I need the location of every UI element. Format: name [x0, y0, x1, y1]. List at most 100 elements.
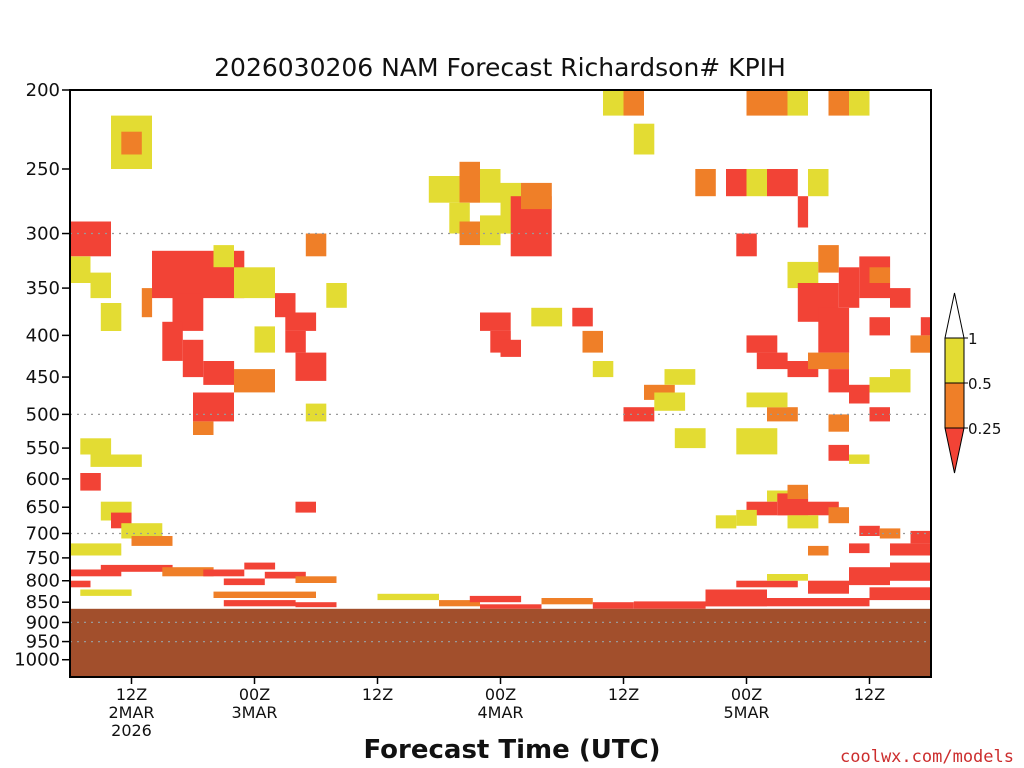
ri-cell-36 [459, 161, 480, 203]
y-tick-label-700: 700 [26, 523, 60, 544]
ri-cell-138 [767, 598, 870, 607]
ri-cell-91 [767, 407, 798, 422]
ri-cell-120 [295, 576, 337, 583]
ri-cell-76 [890, 288, 911, 308]
ri-cell-40 [480, 215, 501, 246]
y-tick-label-800: 800 [26, 571, 60, 592]
y-tick-label-250: 250 [26, 159, 60, 180]
ri-cell-32 [131, 536, 173, 546]
ri-cell-115 [80, 589, 132, 596]
ri-cell-60 [787, 90, 808, 116]
ri-cell-114 [70, 580, 91, 588]
y-tick-label-600: 600 [26, 469, 60, 490]
ri-cell-63 [746, 169, 767, 197]
ri-cell-13 [203, 361, 235, 385]
legend-band-1 [944, 382, 965, 429]
ri-cell-71 [818, 245, 839, 273]
ri-cell-117 [244, 562, 276, 570]
ri-cell-110 [808, 545, 829, 556]
plot-area [69, 89, 932, 678]
y-tick-label-350: 350 [26, 278, 60, 299]
ri-cell-128 [541, 598, 593, 605]
ri-cell-53 [654, 392, 686, 411]
terrain-fill [70, 608, 931, 677]
ri-cell-17 [234, 267, 275, 299]
ri-cell-37 [480, 169, 501, 203]
ri-cell-107 [910, 530, 931, 544]
ri-cell-125 [439, 600, 480, 607]
legend-band-0 [944, 337, 965, 384]
ri-cell-135 [849, 567, 890, 586]
ri-cell-124 [377, 593, 439, 601]
ri-cell-105 [859, 525, 880, 536]
ri-cell-113 [162, 567, 214, 577]
ri-cell-24 [254, 326, 275, 353]
y-axis: 200 250 300 350 400 450 500 550 600 650 700 7508008… [14, 80, 70, 671]
ri-cell-47 [531, 307, 563, 327]
ri-cell-48 [572, 307, 593, 327]
ri-cell-43 [521, 182, 552, 210]
ri-cell-33 [70, 543, 122, 556]
ri-cell-108 [890, 543, 931, 556]
ri-cell-21 [295, 352, 327, 381]
ri-cell-89 [869, 407, 890, 422]
ri-cell-54 [664, 369, 696, 385]
ri-cell-73 [838, 267, 860, 308]
ri-cell-62 [849, 90, 870, 116]
ri-cell-81 [746, 335, 778, 353]
ri-cell-26 [90, 454, 142, 467]
ri-cell-46 [500, 339, 521, 357]
y-tick-label-500: 500 [26, 404, 60, 425]
ri-cell-79 [920, 317, 932, 336]
y-tick-label-1000: 1000 [14, 650, 60, 671]
ri-cell-12 [182, 339, 204, 378]
ri-cell-55 [674, 428, 706, 449]
ri-cell-129 [592, 602, 634, 609]
richardson-cells [70, 90, 932, 609]
ri-cell-85 [828, 369, 849, 393]
ri-cell-2 [90, 272, 111, 299]
ri-cell-27 [80, 438, 112, 455]
ri-cell-14 [234, 369, 275, 393]
y-tick-label-300: 300 [26, 224, 60, 245]
ri-cell-15 [193, 392, 234, 422]
ri-cell-109 [849, 543, 870, 554]
ri-cell-49 [582, 330, 603, 353]
legend-label-1: 0.5 [968, 375, 992, 393]
ri-cell-18 [275, 293, 296, 318]
x-tick-label-1-1: 3MAR [231, 703, 277, 722]
credit-text: coolwx.com/models [840, 747, 1014, 767]
x-tick-label-3-1: 4MAR [477, 703, 523, 722]
y-tick-label-850: 850 [26, 592, 60, 613]
ri-cell-92 [746, 392, 788, 408]
ri-cell-137 [869, 587, 931, 601]
y-tick-label-550: 550 [26, 438, 60, 459]
ri-cell-104 [828, 507, 849, 524]
legend-label-0: 1 [968, 330, 978, 348]
ri-cell-82 [756, 352, 788, 370]
ri-cell-78 [869, 317, 890, 336]
ri-cell-116 [203, 569, 245, 577]
y-tick-label-450: 450 [26, 367, 60, 388]
ri-cell-132 [736, 580, 798, 588]
ri-cell-126 [469, 595, 522, 603]
ri-cell-93 [736, 428, 778, 455]
ri-cell-50 [592, 361, 614, 378]
ri-cell-102 [715, 515, 737, 529]
colorbar-legend: 1 0.5 0.25 [944, 292, 1001, 474]
y-tick-label-650: 650 [26, 497, 60, 518]
x-axis-label: Forecast Time (UTC) [363, 735, 660, 765]
ri-cell-136 [890, 562, 931, 581]
ri-cell-5 [121, 131, 142, 155]
ri-cell-57 [623, 90, 644, 116]
ri-cell-90 [828, 414, 849, 432]
ri-cell-66 [695, 169, 716, 197]
ri-cell-68 [736, 233, 757, 257]
ri-cell-133 [767, 574, 808, 581]
ri-cell-19 [285, 312, 317, 331]
ri-cell-25 [305, 403, 327, 422]
ri-cell-35 [428, 176, 460, 203]
y-tick-label-950: 950 [26, 632, 60, 653]
